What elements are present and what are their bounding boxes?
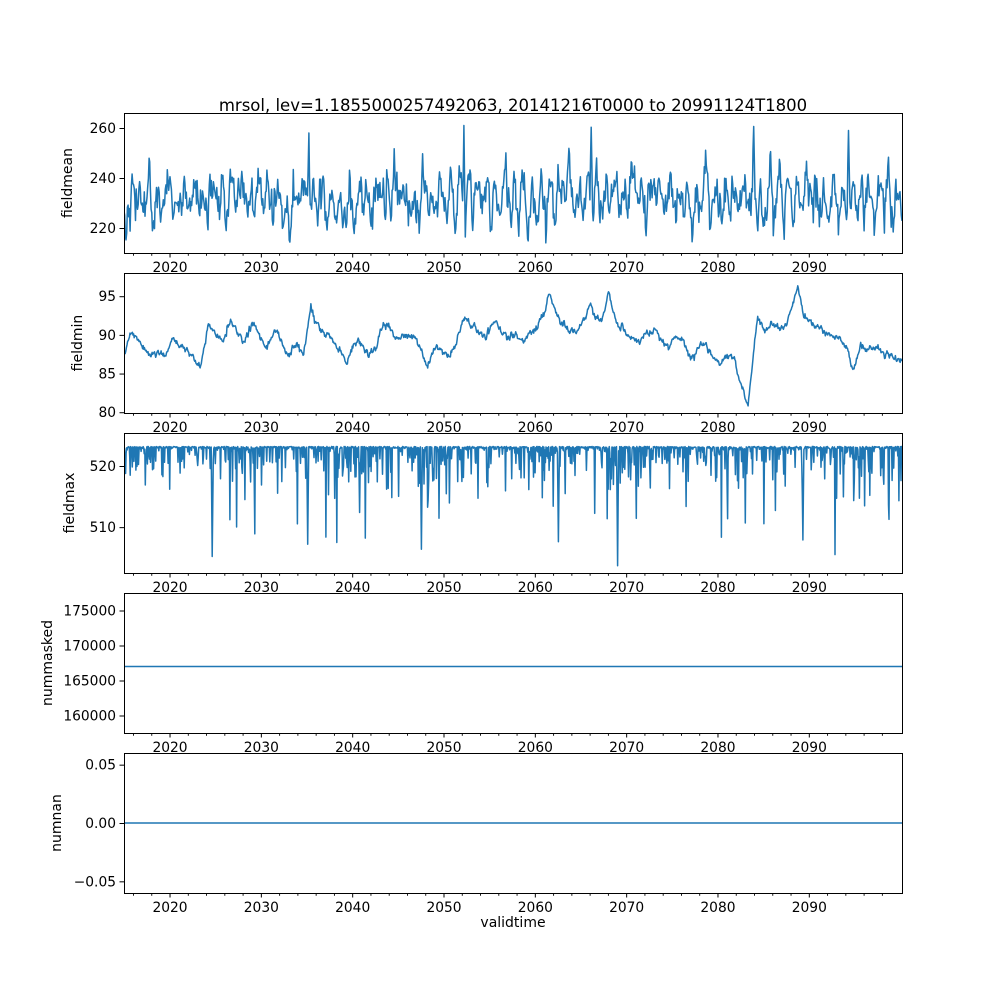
x-tick-label: 2070 [609, 260, 644, 276]
x-tick-label: 2030 [244, 420, 279, 436]
series-line-fieldmin [124, 285, 902, 407]
x-tick-label: 2060 [518, 900, 553, 916]
x-tick-label: 2080 [700, 580, 735, 596]
x-tick-label: 2070 [609, 740, 644, 756]
y-tick-label: 85 [98, 367, 116, 383]
y-tick-label: 240 [90, 171, 116, 187]
x-tick-label: 2060 [518, 580, 553, 596]
panel-fieldmin: 80 85 90 95 2020 2030 2040 2050 2060 2070 2080 2090 [98, 273, 903, 436]
x-tick-label: 2020 [152, 900, 187, 916]
x-tick-label: 2030 [244, 260, 279, 276]
chart-title: mrsol, lev=1.1855000257492063, 20141216T… [218, 96, 808, 115]
x-tick-label: 2040 [335, 420, 370, 436]
y-tick-label: 175000 [63, 604, 116, 620]
axes-frame [124, 433, 903, 574]
x-tick-label: 2080 [700, 900, 735, 916]
y-tick-label: 165000 [63, 674, 116, 690]
x-tick-label: 2060 [518, 260, 553, 276]
y-tick-label: 260 [90, 121, 116, 137]
x-axis-label: validtime [480, 915, 546, 931]
x-tick-label: 2020 [152, 420, 187, 436]
x-tick-label: 2080 [700, 740, 735, 756]
x-tick-label: 2050 [426, 260, 461, 276]
series-line-fieldmean [124, 124, 902, 244]
panel-numnan: −0.05 0.00 0.05 2020 2030 2040 2050 2060 2070 208… [74, 753, 903, 916]
x-tick-label: 2090 [792, 260, 827, 276]
x-tick-label: 2080 [700, 420, 735, 436]
y-tick-label: 0.00 [85, 816, 116, 832]
y-tick-label: 510 [90, 520, 116, 536]
x-tick-label: 2040 [335, 260, 370, 276]
x-tick-label: 2070 [609, 900, 644, 916]
x-tick-label: 2020 [152, 580, 187, 596]
y-axis-label-fieldmax: fieldmax [62, 472, 78, 534]
y-axis-label-numnan: numnan [49, 794, 65, 852]
x-tick-label: 2070 [609, 580, 644, 596]
x-tick-label: 2060 [518, 420, 553, 436]
y-tick-label: 520 [90, 459, 116, 475]
y-axis-label-fieldmin: fieldmin [70, 314, 86, 372]
axes-frame [124, 753, 903, 894]
y-axis-label-nummasked: nummasked [40, 620, 56, 707]
axes-frame [124, 593, 903, 734]
x-tick-label: 2090 [792, 900, 827, 916]
x-tick-label: 2070 [609, 420, 644, 436]
x-tick-label: 2030 [244, 580, 279, 596]
x-tick-label: 2080 [700, 260, 735, 276]
x-tick-label: 2050 [426, 900, 461, 916]
x-tick-label: 2090 [792, 580, 827, 596]
x-tick-label: 2060 [518, 740, 553, 756]
x-tick-label: 2040 [335, 580, 370, 596]
x-tick-label: 2030 [244, 900, 279, 916]
x-tick-label: 2050 [426, 580, 461, 596]
y-tick-label: 0.05 [85, 758, 116, 774]
y-axis-label-fieldmean: fieldmean [60, 148, 76, 218]
x-tick-label: 2040 [335, 740, 370, 756]
y-tick-label: 220 [90, 221, 116, 237]
y-tick-label: 90 [98, 328, 116, 344]
panel-fieldmean: 220 240 260 2020 2030 2040 2050 2060 2070 2080 209… [90, 113, 903, 276]
y-tick-label: 80 [98, 405, 116, 421]
series-line-fieldmax [124, 445, 902, 567]
x-tick-label: 2090 [792, 420, 827, 436]
x-tick-label: 2030 [244, 740, 279, 756]
x-tick-label: 2050 [426, 420, 461, 436]
y-tick-label: 160000 [63, 709, 116, 725]
x-tick-label: 2040 [335, 900, 370, 916]
panel-fieldmax: 510 520 2020 2030 2040 2050 2060 2070 2080 2090 [90, 433, 903, 596]
axes-frame [124, 113, 903, 254]
x-tick-label: 2050 [426, 740, 461, 756]
y-tick-label: 95 [98, 289, 116, 305]
y-tick-label: 170000 [63, 639, 116, 655]
panel-nummasked: 160000 165000 170000 175000 2020 2030 2040 2050… [63, 593, 903, 756]
axes-frame [124, 273, 903, 414]
x-tick-label: 2020 [152, 260, 187, 276]
x-tick-label: 2090 [792, 740, 827, 756]
x-tick-label: 2020 [152, 740, 187, 756]
y-tick-label: −0.05 [74, 874, 116, 890]
